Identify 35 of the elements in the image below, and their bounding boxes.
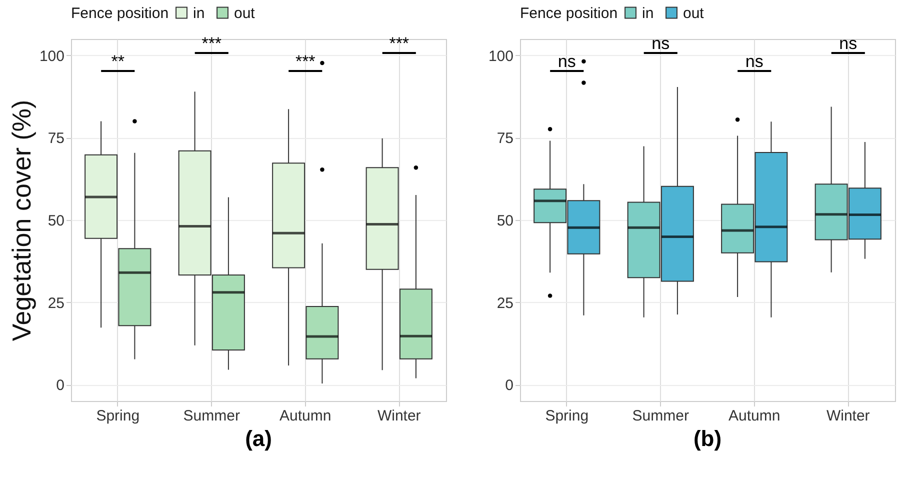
y-tick-label: 50 — [496, 212, 514, 230]
y-tick-label: 0 — [56, 377, 64, 394]
x-tick-label: Winter — [826, 408, 870, 424]
x-tick-label: Summer — [183, 408, 240, 424]
legend-label: in — [642, 4, 654, 22]
y-tick-label: 75 — [496, 130, 514, 148]
legend-label: in — [193, 4, 205, 22]
y-tick-label: 25 — [48, 294, 64, 312]
legend-title: Fence position — [71, 5, 169, 22]
text: (a) — [245, 426, 272, 451]
annotation: ns — [745, 52, 764, 71]
y-tick-label: 25 — [496, 294, 514, 312]
x-tick-label: Spring — [96, 408, 140, 424]
legend-label: out — [683, 4, 705, 22]
annotation: *** — [202, 34, 222, 53]
y-tick-label: 100 — [488, 48, 514, 65]
x-tick-label: Winter — [377, 408, 421, 424]
y-axis-title: Vegetation cover (%) — [6, 100, 36, 342]
x-tick-label: Autumn — [280, 408, 332, 424]
legend-label: out — [234, 4, 256, 22]
annotation: ns — [558, 52, 576, 71]
text: (b) — [693, 426, 722, 451]
y-tick-label: 0 — [505, 377, 514, 394]
x-tick-label: Spring — [545, 408, 589, 424]
legend-title: Fence position — [520, 5, 618, 22]
x-tick-label: Autumn — [728, 408, 780, 424]
y-tick-label: 50 — [48, 212, 64, 230]
y-tick-label: 100 — [39, 48, 64, 65]
annotation: ns — [839, 34, 858, 53]
annotation: *** — [295, 52, 316, 71]
annotation: *** — [389, 34, 410, 53]
annotation: ** — [111, 52, 125, 71]
x-tick-label: Summer — [632, 408, 689, 424]
y-tick-label: 75 — [48, 130, 64, 148]
annotation: ns — [652, 34, 670, 53]
